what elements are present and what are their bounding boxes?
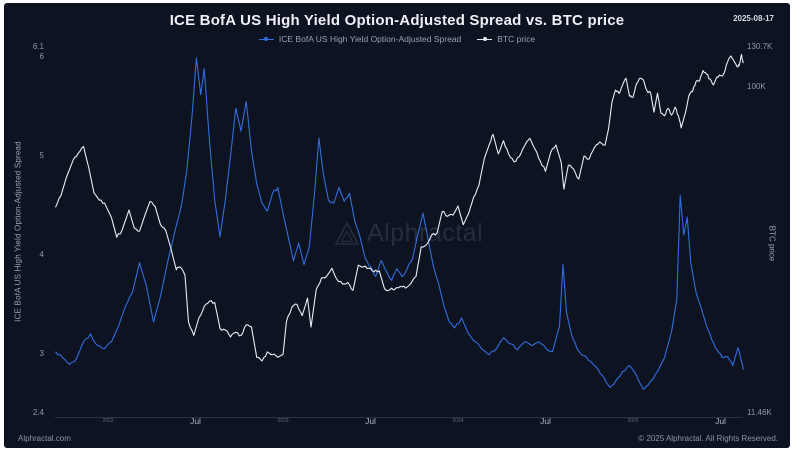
left-tick-label: 5 [39,150,44,160]
chart-panel: ICE BofA US High Yield Option-Adjusted S… [4,3,790,448]
x-tick-label: Jul [365,416,376,426]
right-tick-label: 11.46K [747,408,772,417]
x-tick-label: 2023 [277,418,289,424]
left-tick-label: 6.1 [32,42,44,51]
left-tick-label: 2.4 [32,408,44,417]
left-tick-label: 6 [39,51,44,61]
footer-copyright: © 2025 Alphractal. All Rights Reserved. [638,434,778,443]
left-tick-label: 4 [39,249,44,259]
right-tick-label: 100K [747,82,766,92]
date-label: 2025-08-17 [733,14,774,23]
right-tick-label: 130.7K [747,42,773,51]
x-tick-label: 2024 [452,418,464,424]
x-tick-label: Jul [190,416,201,426]
series-line-spread[interactable] [55,57,744,390]
left-axis-title: ICE BofA US High Yield Option-Adjusted S… [13,141,23,322]
x-tick-label: 2025 [627,418,639,424]
series-line-btc[interactable] [55,53,744,362]
btc-line-marker-icon [477,36,493,43]
chart-title: ICE BofA US High Yield Option-Adjusted S… [169,12,625,29]
spread-line-marker-icon [258,36,274,43]
legend-item-spread[interactable]: ICE BofA US High Yield Option-Adjusted S… [258,34,462,44]
plot-area[interactable] [4,3,790,448]
x-axis-line [55,417,743,418]
x-tick-label: 2022 [102,418,114,424]
x-tick-label: Jul [540,416,551,426]
right-axis-title: BTC price [767,225,777,262]
x-tick-label: Jul [715,416,726,426]
legend-item-btc[interactable]: BTC price [477,34,535,44]
footer-site-link[interactable]: Alphractal.com [18,434,71,443]
legend-label-spread: ICE BofA US High Yield Option-Adjusted S… [278,34,462,44]
legend-label-btc: BTC price [497,34,536,44]
left-tick-label: 3 [39,348,44,358]
legend: ICE BofA US High Yield Option-Adjusted S… [4,34,790,44]
